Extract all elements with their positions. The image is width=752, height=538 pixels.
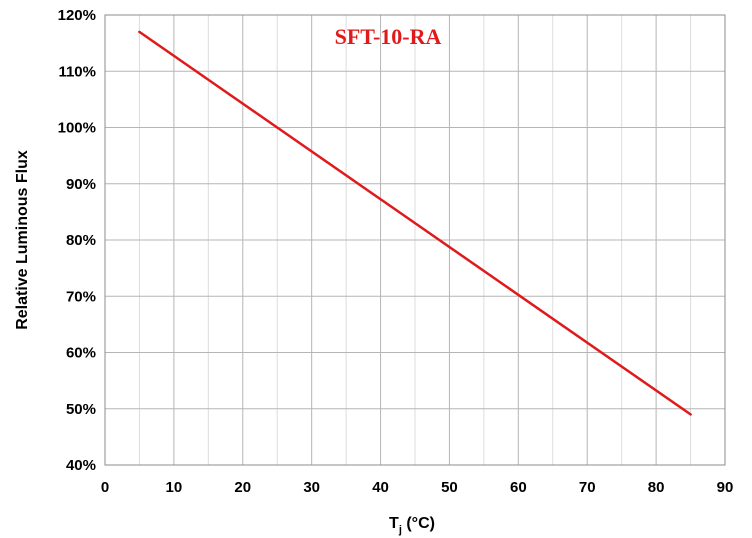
y-tick-label: 60%: [66, 345, 96, 362]
chart-title: SFT-10-RA: [335, 24, 442, 49]
y-tick-label: 110%: [58, 63, 96, 80]
series-layer: [138, 30, 692, 416]
y-tick-label: 40%: [66, 457, 96, 474]
x-tick-label: 80: [648, 479, 665, 496]
y-tick-labels: 40% 50% 60% 70% 80% 90% 100% 110% 120%: [58, 7, 96, 474]
y-tick-label: 90%: [66, 176, 96, 193]
y-tick-label: 100%: [58, 120, 96, 137]
y-tick-label: 80%: [66, 232, 96, 249]
x-tick-label: 10: [166, 479, 183, 496]
x-tick-label: 90: [717, 479, 734, 496]
x-tick-label: 60: [510, 479, 527, 496]
x-tick-label: 30: [303, 479, 320, 496]
x-axis-title-unit: (°C): [402, 515, 435, 532]
y-tick-label: 50%: [66, 401, 96, 418]
y-gridlines: [105, 70, 725, 410]
x-axis-title-main: T: [389, 515, 399, 532]
x-tick-label: 20: [234, 479, 251, 496]
y-axis-title: Relative Luminous Flux: [14, 150, 31, 330]
series-line: [138, 30, 692, 416]
x-axis-title: Tj (°C): [389, 515, 435, 536]
y-tick-label: 70%: [66, 288, 96, 305]
y-tick-label: 120%: [58, 7, 96, 24]
x-tick-label: 0: [101, 479, 109, 496]
x-axis-title-subscript: j: [398, 524, 402, 536]
plot-border: [104, 14, 726, 466]
x-tick-label: 70: [579, 479, 596, 496]
x-tick-label: 50: [441, 479, 458, 496]
x-tick-label: 40: [372, 479, 389, 496]
x-tick-labels: 0 10 20 30 40 50 60 70 80 90: [101, 479, 734, 496]
